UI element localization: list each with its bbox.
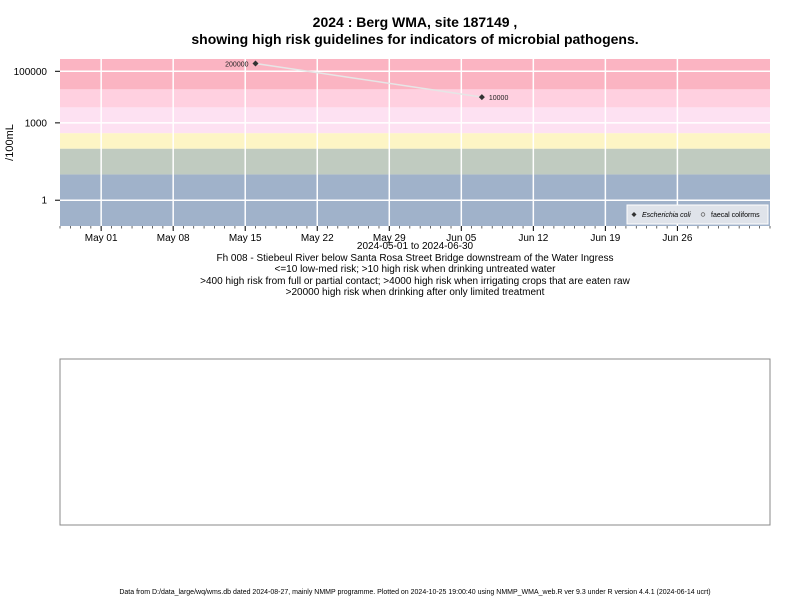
series-line-0 (255, 62, 482, 98)
risk-band-2 (60, 133, 770, 149)
site-description: Fh 008 - Stiebeul River below Santa Rosa… (216, 253, 614, 264)
x-tick-label: Jun 12 (518, 233, 548, 244)
risk-bands (60, 59, 770, 226)
x-tick-label: May 22 (301, 233, 334, 244)
risk-band-5 (60, 59, 770, 90)
x-tick-label: Jun 05 (446, 233, 476, 244)
data-label: 10000 (489, 95, 509, 102)
y-tick-label: 1000 (25, 118, 48, 129)
y-tick-label: 100000 (14, 67, 48, 78)
legend-box (626, 204, 769, 225)
legend: Escherichia coli faecal coliforms (626, 204, 769, 225)
x-tick-label: May 29 (373, 233, 406, 244)
chart-subtitle: showing high risk guidelines for indicat… (191, 31, 639, 47)
guideline-note-3: >20000 high risk when drinking after onl… (285, 287, 545, 298)
grid-lines (60, 59, 770, 226)
empty-second-panel (59, 358, 771, 526)
guideline-note-2: >400 high risk from full or partial cont… (200, 276, 630, 287)
legend-label: Escherichia coli (642, 212, 691, 219)
y-tick-label: 1 (41, 196, 47, 207)
risk-band-1 (60, 148, 770, 175)
guideline-note-1: <=10 low-med risk; >10 high risk when dr… (274, 264, 556, 275)
legend-marker-diamond (631, 212, 637, 217)
y-axis-label: /100mL (4, 124, 16, 161)
legend-label: faecal coliforms (711, 212, 760, 219)
data-series: 200000 10000 (225, 60, 509, 102)
x-tick-label: Jun 19 (590, 233, 620, 244)
data-point-diamond (252, 60, 259, 67)
x-tick-label: Jun 26 (662, 233, 692, 244)
risk-band-3 (60, 107, 770, 134)
date-range-label: 2024-05-01 to 2024-06-30 (356, 241, 474, 252)
data-label: 200000 (225, 62, 248, 69)
footer-note: Data from D:/data_large/wq/wms.db dated … (119, 589, 711, 596)
risk-band-4 (60, 89, 770, 108)
legend-marker-circle (700, 212, 706, 217)
chart-title: 2024 : Berg WMA, site 187149 , (312, 14, 518, 30)
x-tick-label: May 15 (229, 233, 262, 244)
x-tick-label: May 01 (85, 233, 118, 244)
axes: 1 1000 100000/100mL May 01 May 08 May 15 May 2… (4, 67, 771, 244)
data-point-diamond (478, 94, 485, 101)
x-tick-label: May 08 (157, 233, 190, 244)
